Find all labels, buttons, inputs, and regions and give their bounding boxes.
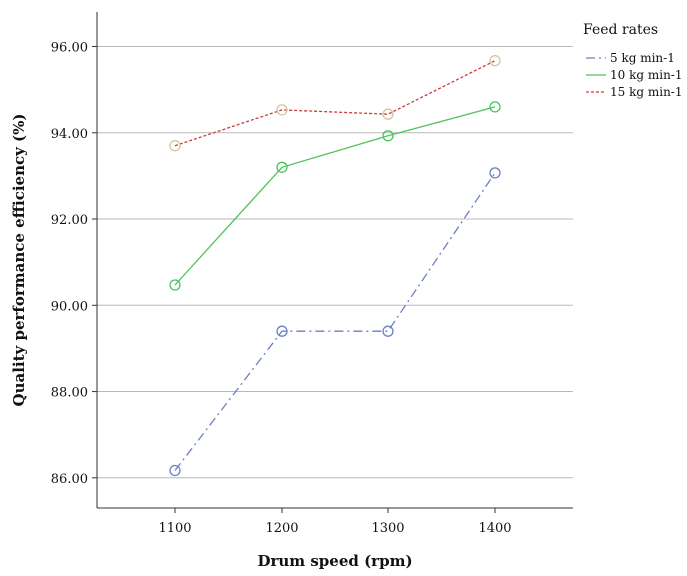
y-tick-label: 92.00 <box>51 213 88 228</box>
data-point-marker <box>276 104 288 116</box>
x-axis-title: Drum speed (rpm) <box>257 552 412 570</box>
series-0 <box>169 167 501 477</box>
data-point-marker <box>382 325 394 337</box>
x-tick-label: 1300 <box>371 521 404 536</box>
y-tick-label: 88.00 <box>51 386 88 401</box>
series-1 <box>169 101 501 291</box>
series <box>169 55 501 477</box>
y-tick-label: 90.00 <box>51 299 88 314</box>
legend-title: Feed rates <box>583 22 658 38</box>
legend: Feed rates 5 kg min-1 10 kg min-1 15 kg mi… <box>583 22 683 99</box>
data-point-marker <box>169 279 181 291</box>
legend-label: 15 kg min-1 <box>610 85 683 99</box>
data-point-marker <box>382 108 394 120</box>
y-tick-label: 86.00 <box>51 472 88 487</box>
series-line <box>174 106 496 286</box>
data-point-marker <box>489 101 501 113</box>
legend-label: 10 kg min-1 <box>610 68 683 82</box>
series-line <box>174 172 496 471</box>
y-tick-label: 96.00 <box>51 41 88 56</box>
axes <box>96 12 573 509</box>
y-tick-label: 94.00 <box>51 127 88 142</box>
series-2 <box>169 55 501 152</box>
data-point-marker <box>489 55 501 67</box>
data-point-marker <box>489 167 501 179</box>
x-tick-label: 1200 <box>265 521 298 536</box>
legend-label: 5 kg min-1 <box>610 51 675 65</box>
gridlines <box>97 46 573 479</box>
y-axis-title: Quality performance efficiency (%) <box>10 114 28 407</box>
x-tick-label: 1100 <box>158 521 191 536</box>
data-point-marker <box>169 464 181 477</box>
x-tick-label: 1400 <box>478 521 511 536</box>
series-line <box>174 60 496 147</box>
data-point-marker <box>169 140 181 152</box>
data-point-marker <box>276 325 288 337</box>
ticks: 86.00 88.00 90.00 92.00 94.00 96.00 1100 1200 13… <box>51 41 512 536</box>
data-point-marker <box>276 161 288 173</box>
data-point-marker <box>382 130 394 142</box>
